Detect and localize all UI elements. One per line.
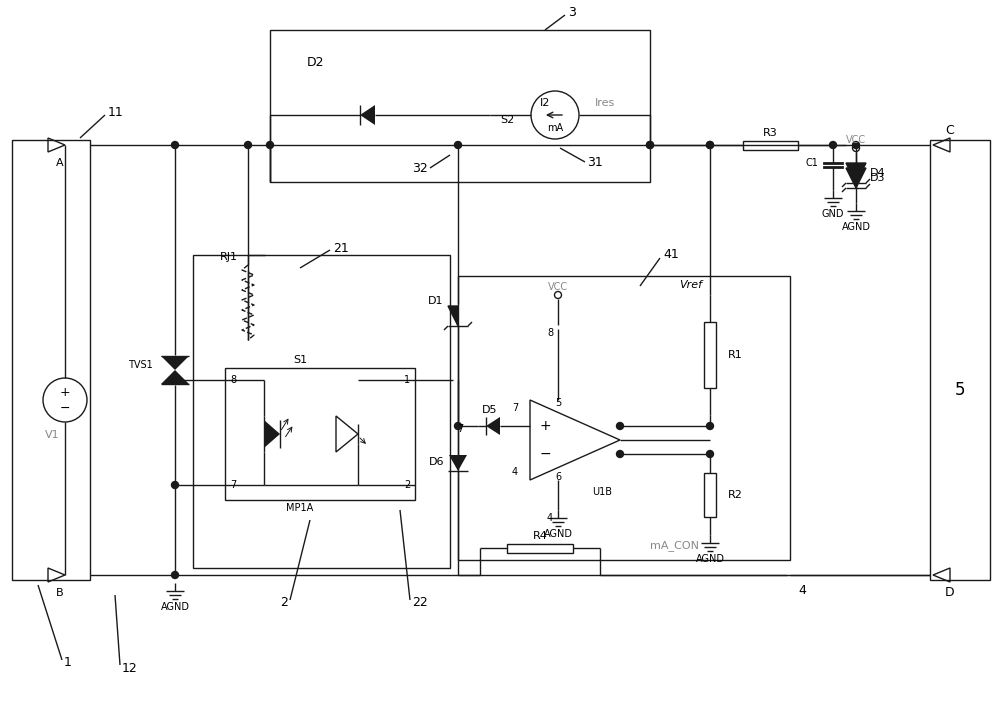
Text: 41: 41: [663, 248, 679, 261]
Bar: [930, 140, 990, 580]
Text: 12: 12: [122, 661, 138, 674]
Circle shape: [646, 141, 654, 149]
Text: D6: D6: [428, 457, 444, 467]
Circle shape: [616, 422, 624, 429]
Text: U1B: U1B: [592, 487, 612, 497]
Circle shape: [172, 482, 178, 488]
Text: 1: 1: [64, 656, 72, 669]
Polygon shape: [360, 105, 375, 125]
Text: TVS1: TVS1: [128, 360, 153, 370]
Text: AGND: AGND: [544, 529, 572, 539]
Text: 3: 3: [568, 6, 576, 19]
Polygon shape: [161, 370, 189, 384]
Polygon shape: [448, 306, 468, 326]
Polygon shape: [264, 420, 280, 448]
Text: AGND: AGND: [696, 554, 724, 564]
Text: D1: D1: [428, 296, 443, 306]
Text: D2: D2: [307, 55, 324, 68]
Text: +: +: [60, 386, 70, 398]
Text: 2: 2: [280, 597, 288, 610]
Text: Ires: Ires: [595, 98, 615, 108]
Text: 2: 2: [404, 480, 410, 490]
Text: +: +: [539, 419, 551, 433]
Circle shape: [706, 141, 714, 149]
Text: AGND: AGND: [842, 222, 870, 232]
Text: Vref: Vref: [679, 280, 702, 290]
Text: −: −: [539, 447, 551, 461]
Text: 21: 21: [333, 241, 349, 254]
Text: R1: R1: [728, 350, 743, 360]
Text: V1: V1: [45, 430, 59, 440]
Text: 4: 4: [798, 584, 806, 597]
Text: C1: C1: [805, 158, 818, 168]
Circle shape: [830, 141, 836, 149]
Circle shape: [454, 422, 462, 429]
Polygon shape: [449, 455, 467, 471]
Polygon shape: [486, 417, 500, 435]
Text: S1: S1: [293, 355, 307, 365]
Text: D4: D4: [870, 168, 886, 178]
Text: 11: 11: [108, 106, 124, 118]
Circle shape: [706, 450, 714, 457]
Text: mA_CON: mA_CON: [650, 541, 699, 551]
Text: MP1A: MP1A: [286, 503, 314, 513]
Text: R4: R4: [533, 531, 547, 541]
Text: AGND: AGND: [160, 602, 190, 612]
Circle shape: [172, 376, 178, 383]
Text: R2: R2: [728, 490, 743, 500]
Bar: [458, 276, 790, 560]
Text: I2: I2: [540, 98, 550, 108]
Text: RJ1: RJ1: [220, 252, 238, 262]
Text: 8: 8: [547, 328, 553, 338]
Text: 1: 1: [404, 375, 410, 385]
Text: B: B: [56, 588, 64, 598]
Text: 22: 22: [412, 597, 428, 610]
Bar: [193, 255, 450, 568]
Text: 31: 31: [587, 156, 603, 169]
Circle shape: [616, 450, 624, 457]
Text: D3: D3: [870, 173, 886, 183]
Text: D5: D5: [482, 405, 498, 415]
Bar: [270, 30, 650, 182]
Text: 5: 5: [555, 398, 561, 408]
Circle shape: [172, 141, 178, 149]
Circle shape: [172, 572, 178, 579]
Bar: [704, 473, 716, 517]
Circle shape: [706, 422, 714, 429]
Circle shape: [706, 141, 714, 149]
Circle shape: [454, 141, 462, 149]
Text: R3: R3: [763, 128, 777, 138]
Polygon shape: [846, 163, 866, 183]
Polygon shape: [161, 356, 189, 370]
Text: 4: 4: [547, 513, 553, 523]
Bar: [704, 322, 716, 388]
Text: GND: GND: [822, 209, 844, 219]
Text: S2: S2: [500, 115, 514, 125]
Text: A: A: [56, 158, 64, 168]
Text: 7: 7: [230, 480, 236, 490]
Text: D: D: [945, 587, 955, 600]
Text: 6: 6: [555, 472, 561, 482]
Text: 4: 4: [512, 467, 518, 477]
Circle shape: [244, 141, 252, 149]
Text: VCC: VCC: [846, 135, 866, 145]
Text: C: C: [946, 123, 954, 136]
Text: 7: 7: [457, 424, 463, 434]
Bar: [742, 141, 798, 149]
Circle shape: [646, 141, 654, 149]
Text: −: −: [60, 401, 70, 414]
Text: 7: 7: [512, 403, 518, 413]
Circle shape: [266, 141, 274, 149]
Circle shape: [852, 141, 860, 149]
Text: mA: mA: [547, 123, 563, 133]
Polygon shape: [846, 168, 866, 188]
Bar: [12, 140, 90, 580]
Text: 32: 32: [412, 162, 428, 174]
Bar: [507, 544, 573, 552]
Bar: [225, 368, 415, 500]
Text: 8: 8: [230, 375, 236, 385]
Text: 5: 5: [955, 381, 965, 399]
Text: VCC: VCC: [548, 282, 568, 292]
